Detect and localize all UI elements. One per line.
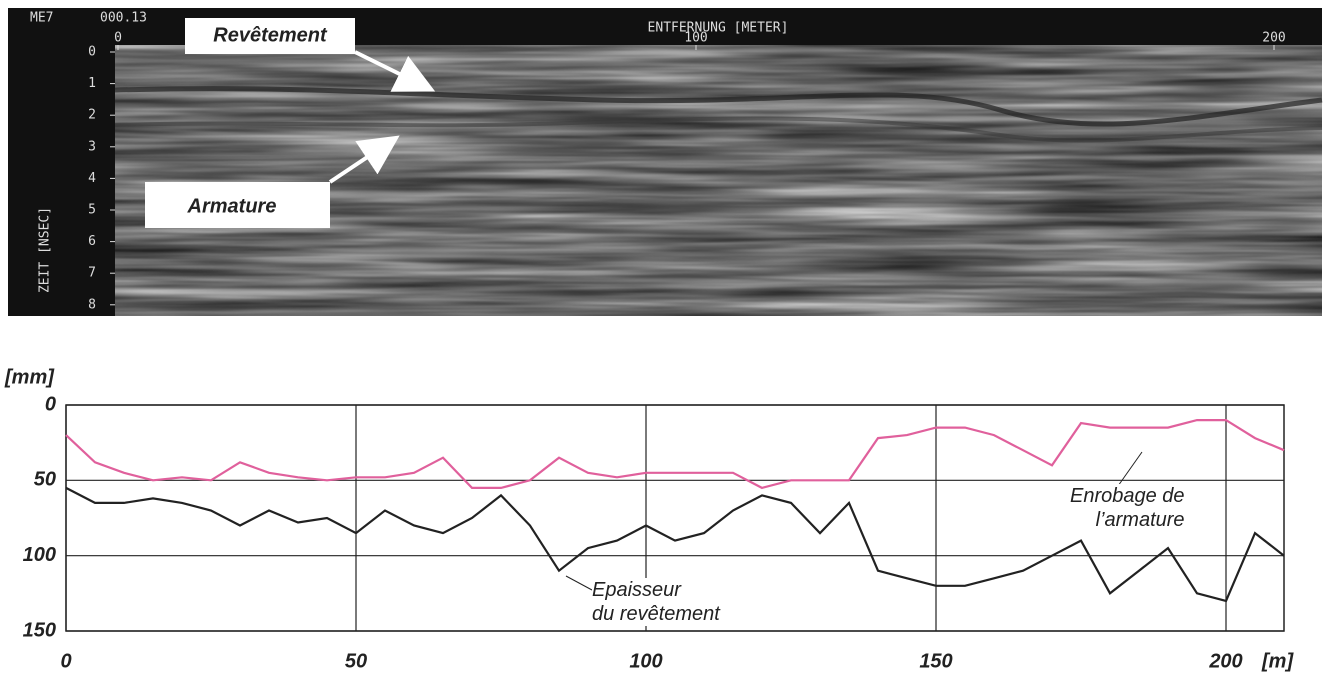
radargram-y-tick: 6 xyxy=(88,234,96,249)
callout-box xyxy=(185,18,355,54)
y-tick-label: 100 xyxy=(23,544,56,566)
radargram-header: 000.13 xyxy=(100,11,147,26)
x-tick-label: 0 xyxy=(60,650,71,672)
radargram-y-tick: 1 xyxy=(88,76,96,91)
radargram-y-tick: 0 xyxy=(88,45,96,60)
y-tick-label: 150 xyxy=(23,619,56,641)
radargram-y-tick: 2 xyxy=(88,108,96,123)
radargram-x-label: ENTFERNUNG [METER] xyxy=(648,21,789,36)
callout-arrow xyxy=(328,135,400,184)
y-tick-label: 50 xyxy=(34,469,56,491)
radargram-header: ME7 xyxy=(30,11,53,26)
radargram-y-tick: 5 xyxy=(88,203,96,218)
callout: Armature xyxy=(187,195,277,217)
x-tick-label: 100 xyxy=(629,650,662,672)
leader-line xyxy=(565,575,593,591)
callout-box xyxy=(145,182,330,228)
y-tick-label: 0 xyxy=(45,393,56,415)
series-label: Epaisseur du revêtement xyxy=(592,578,720,626)
callout-arrow xyxy=(354,50,436,92)
x-tick-label: 50 xyxy=(345,650,367,672)
radargram-y-tick: 7 xyxy=(88,266,96,281)
leader-line xyxy=(1117,451,1143,487)
x-axis-label: [m] xyxy=(1261,650,1294,672)
x-tick-label: 200 xyxy=(1208,650,1242,672)
reflection-band xyxy=(114,116,1323,143)
radargram-y-label: ZEIT [NSEC] xyxy=(38,207,53,293)
radargram-y-tick: 4 xyxy=(88,171,96,186)
series-label: Enrobage de l’armature xyxy=(1070,484,1185,532)
radargram-y-tick: 3 xyxy=(88,139,96,154)
radargram-x-tick: 100 xyxy=(684,31,707,46)
radargram-y-tick: 8 xyxy=(88,297,96,312)
data-line xyxy=(65,419,1285,490)
radargram-x-tick: 200 xyxy=(1262,31,1285,46)
x-tick-label: 150 xyxy=(919,650,952,672)
data-line xyxy=(65,486,1285,603)
radargram-x-tick: 0 xyxy=(114,31,122,46)
reflection-band xyxy=(114,86,1323,127)
y-axis-label: [mm] xyxy=(4,366,55,388)
radargram-image xyxy=(115,45,1322,316)
callout: Revêtement xyxy=(213,24,328,46)
